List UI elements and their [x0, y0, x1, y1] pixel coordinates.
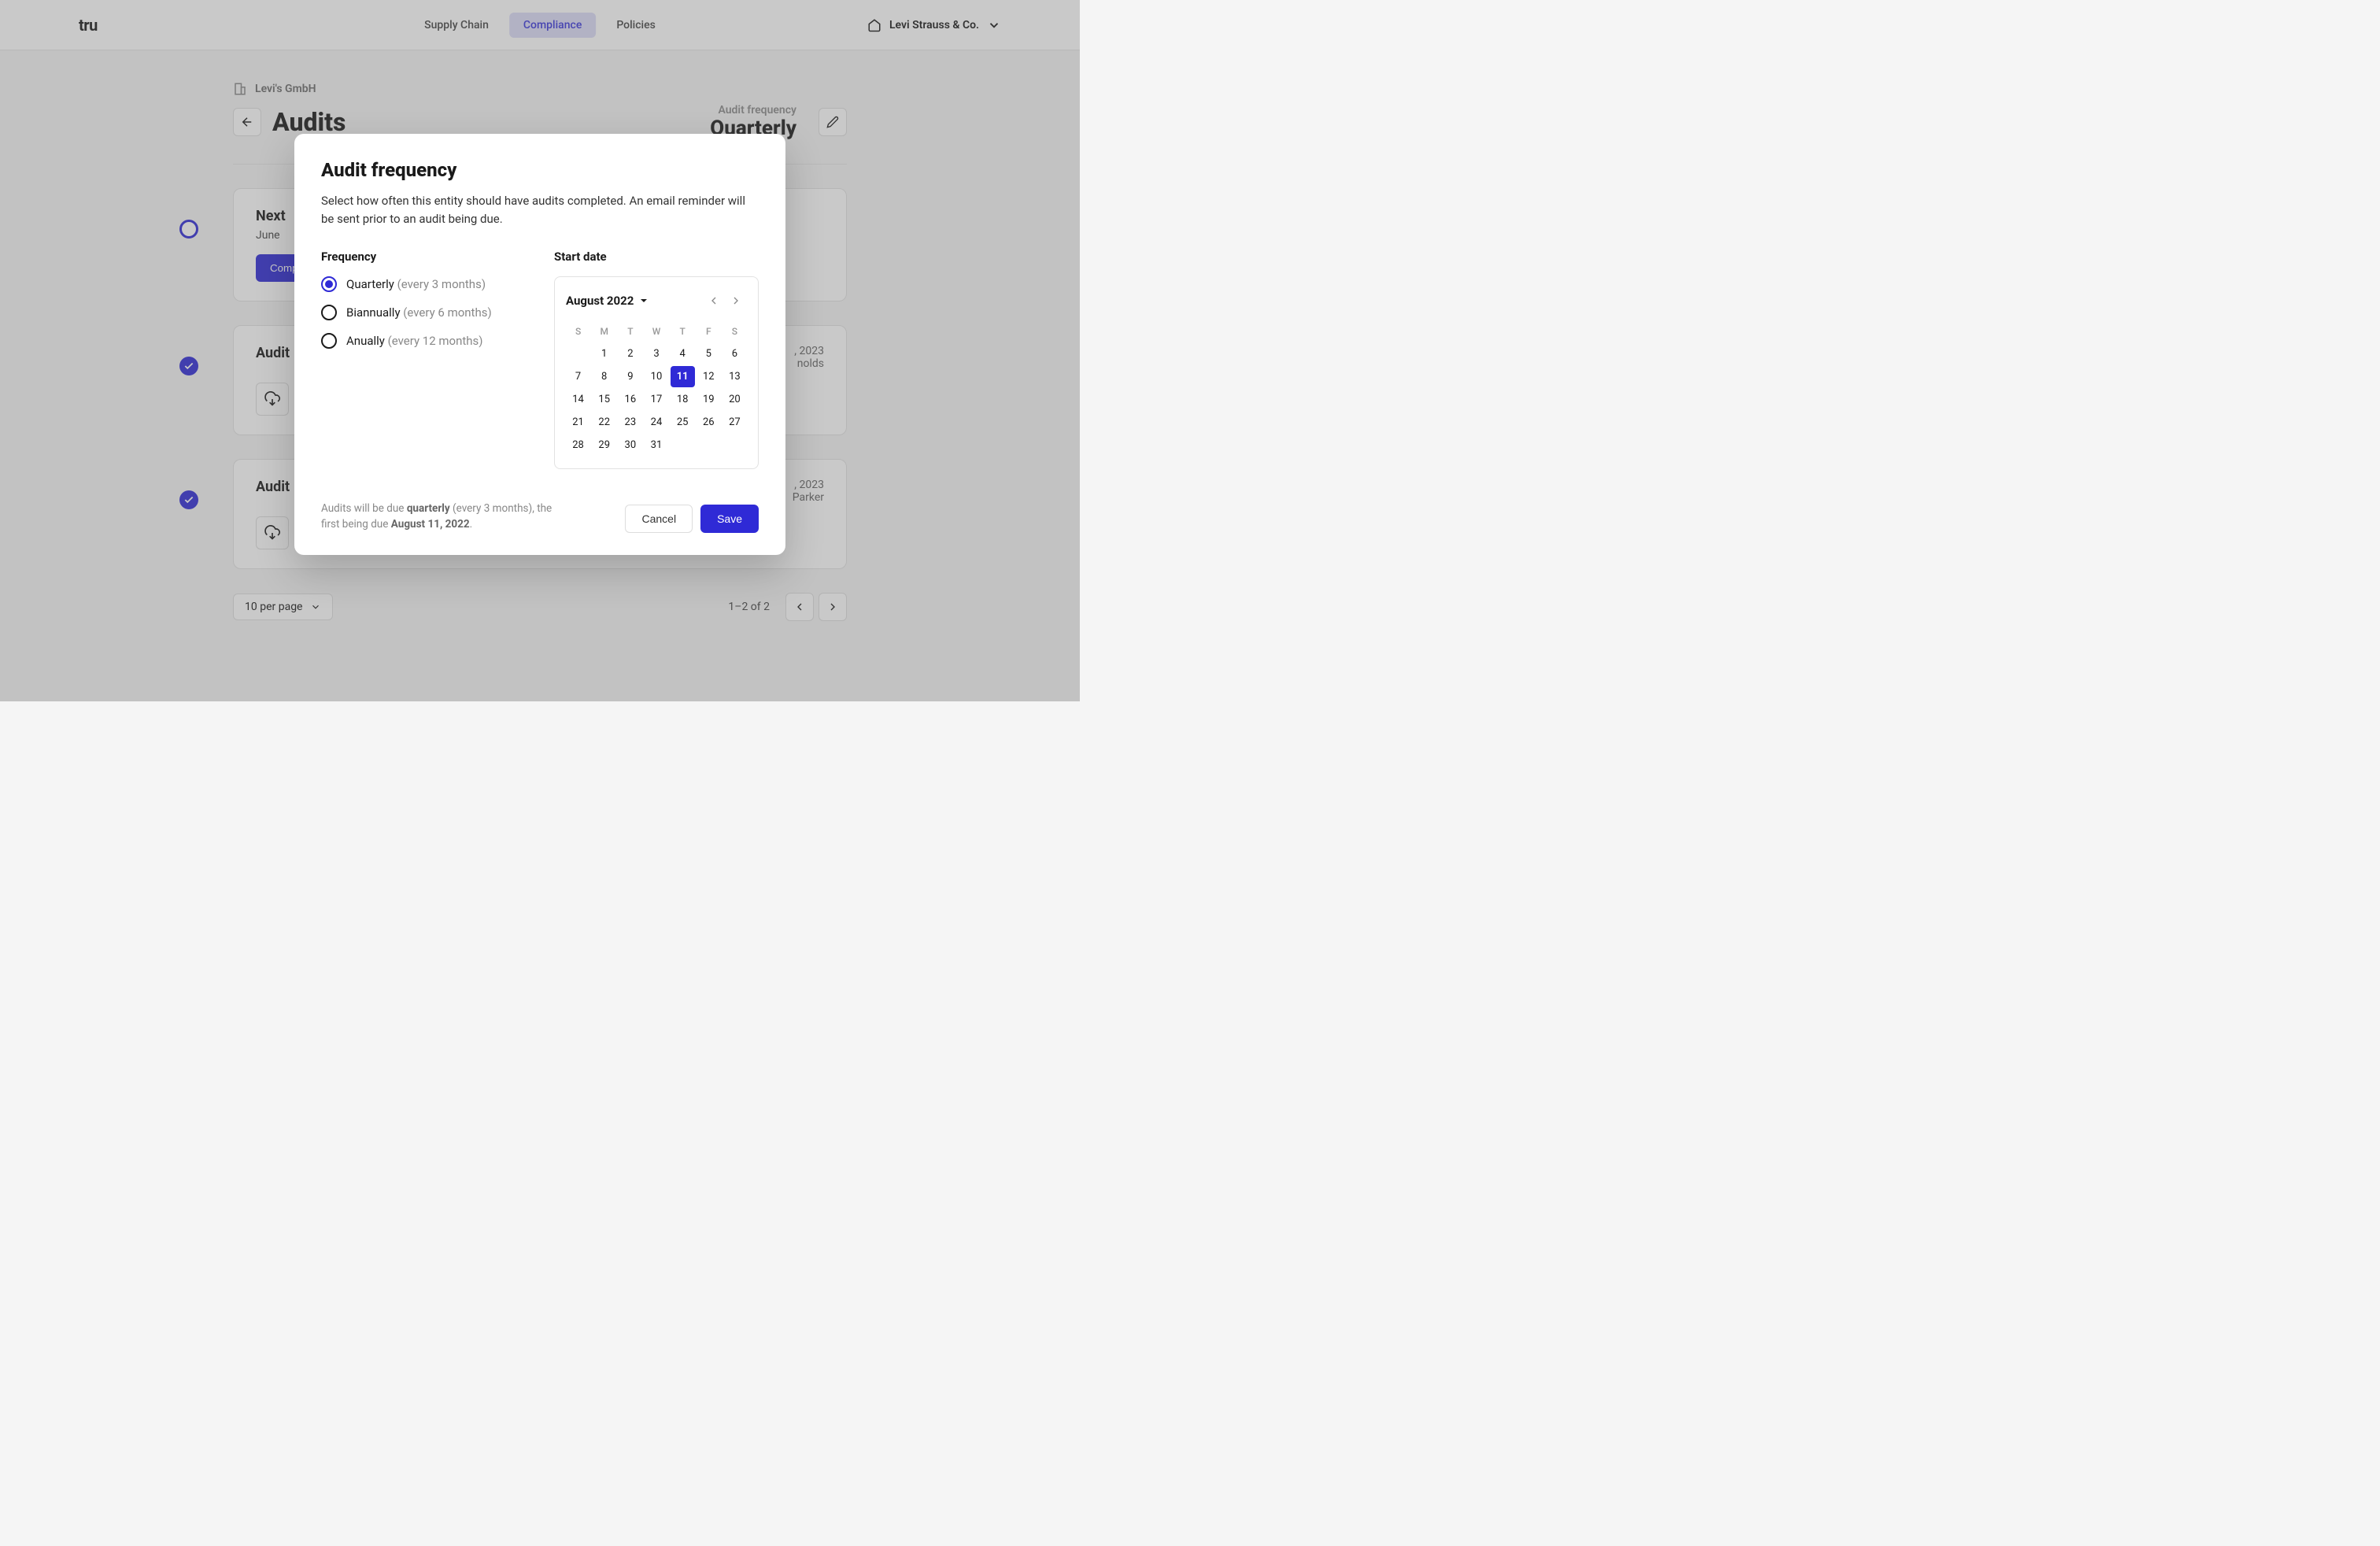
calendar-day[interactable]: 18: [671, 389, 695, 410]
frequency-option-biannually[interactable]: Biannually (every 6 months): [321, 305, 530, 320]
calendar-dow: W: [644, 321, 668, 342]
calendar-day[interactable]: 28: [566, 435, 590, 456]
calendar-day[interactable]: 31: [644, 435, 668, 456]
calendar-dow: M: [592, 321, 616, 342]
calendar-day[interactable]: 15: [592, 389, 616, 410]
caret-down-icon: [640, 297, 648, 305]
radio-icon: [321, 305, 337, 320]
calendar-day[interactable]: 30: [618, 435, 642, 456]
calendar-day[interactable]: 11: [671, 366, 695, 387]
cancel-button[interactable]: Cancel: [625, 505, 693, 533]
calendar-day[interactable]: 5: [697, 343, 721, 364]
modal-description: Select how often this entity should have…: [321, 192, 759, 227]
calendar-day[interactable]: 22: [592, 412, 616, 433]
calendar-day[interactable]: 27: [722, 412, 747, 433]
calendar-dow: T: [671, 321, 695, 342]
calendar-day[interactable]: 12: [697, 366, 721, 387]
chevron-right-icon: [730, 294, 742, 307]
calendar-day[interactable]: 24: [644, 412, 668, 433]
calendar-next-button[interactable]: [725, 290, 747, 312]
modal-title: Audit frequency: [321, 159, 759, 181]
calendar-day[interactable]: 1: [592, 343, 616, 364]
calendar-day[interactable]: 7: [566, 366, 590, 387]
calendar-day[interactable]: 8: [592, 366, 616, 387]
calendar-day[interactable]: 25: [671, 412, 695, 433]
calendar-day[interactable]: 20: [722, 389, 747, 410]
calendar-day[interactable]: 4: [671, 343, 695, 364]
calendar-dow: S: [566, 321, 590, 342]
calendar-day[interactable]: 6: [722, 343, 747, 364]
calendar-dow: S: [722, 321, 747, 342]
calendar-day[interactable]: 3: [644, 343, 668, 364]
calendar-dow: T: [618, 321, 642, 342]
frequency-option-anually[interactable]: Anually (every 12 months): [321, 333, 530, 349]
chevron-left-icon: [708, 294, 720, 307]
radio-label: Quarterly (every 3 months): [346, 277, 486, 291]
frequency-summary: Audits will be due quarterly (every 3 mo…: [321, 501, 557, 533]
calendar-day[interactable]: 17: [644, 389, 668, 410]
save-button[interactable]: Save: [700, 505, 759, 533]
calendar-day[interactable]: 26: [697, 412, 721, 433]
frequency-section-label: Frequency: [321, 250, 530, 264]
calendar-prev-button[interactable]: [703, 290, 725, 312]
audit-frequency-modal: Audit frequency Select how often this en…: [294, 134, 785, 555]
date-picker: August 2022 SMTWTFS123456789101112131415…: [554, 276, 759, 469]
radio-icon: [321, 333, 337, 349]
calendar-day[interactable]: 16: [618, 389, 642, 410]
calendar-day[interactable]: 14: [566, 389, 590, 410]
calendar-day[interactable]: 10: [644, 366, 668, 387]
calendar-day[interactable]: 2: [618, 343, 642, 364]
calendar-month-label: August 2022: [566, 294, 634, 308]
radio-label: Biannually (every 6 months): [346, 305, 492, 320]
calendar-day[interactable]: 19: [697, 389, 721, 410]
calendar-day[interactable]: 21: [566, 412, 590, 433]
start-date-label: Start date: [554, 250, 759, 264]
radio-icon: [321, 276, 337, 292]
calendar-dow: F: [697, 321, 721, 342]
calendar-month-selector[interactable]: August 2022: [566, 294, 648, 308]
frequency-option-quarterly[interactable]: Quarterly (every 3 months): [321, 276, 530, 292]
calendar-day[interactable]: 23: [618, 412, 642, 433]
radio-label: Anually (every 12 months): [346, 334, 482, 348]
calendar-day[interactable]: 29: [592, 435, 616, 456]
calendar-day[interactable]: 9: [618, 366, 642, 387]
calendar-day[interactable]: 13: [722, 366, 747, 387]
